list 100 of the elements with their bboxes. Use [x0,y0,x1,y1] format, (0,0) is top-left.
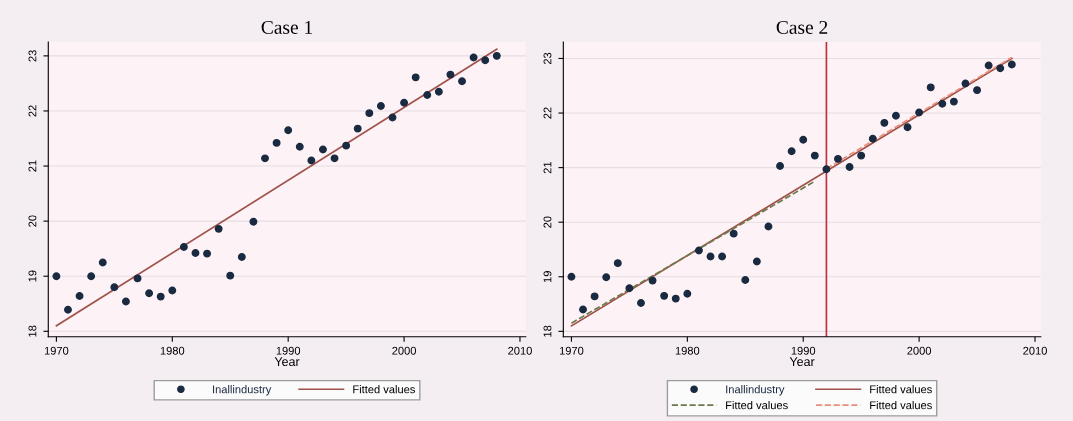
point [353,124,362,133]
point [481,56,490,65]
y-tick-label: 23 [543,52,552,65]
y-tick-label: 22 [543,107,552,119]
x-axis-title: Year [789,357,815,367]
point [469,53,478,62]
point [319,145,327,154]
y-tick-label: 18 [543,325,552,337]
point [191,249,200,258]
point [52,272,61,281]
y-tick-label: 19 [28,270,37,282]
y-tick-label: 21 [543,161,552,174]
point [365,109,374,118]
legend-label: Fitted values [870,401,932,410]
y-tick-label: 23 [28,50,37,62]
x-tick-label: 1970 [44,346,69,355]
point [996,64,1005,73]
point [261,154,269,163]
point [671,294,680,303]
point [272,138,281,147]
text: Inallindustry [213,385,272,396]
point [926,83,935,92]
point [637,299,645,307]
point [845,163,854,172]
point [729,229,738,238]
point [446,70,455,79]
point [203,249,212,258]
point [98,258,107,267]
point [423,91,432,99]
point [411,73,420,82]
legend-label: Fitted values [726,401,788,410]
y-tick-label: 18 [28,325,37,337]
point [915,108,924,117]
point [706,252,715,261]
point [284,126,293,135]
point [237,252,246,261]
point [694,246,703,255]
x-tick-label: 2000 [907,346,932,355]
point [764,222,773,231]
point [75,292,84,300]
point [799,135,808,144]
point [434,87,443,96]
point [602,273,611,282]
point [400,98,409,107]
x-tick-label: 1980 [160,346,185,355]
point [214,224,223,233]
point [683,289,692,298]
text: Inallindustry [726,385,785,396]
point [1007,60,1016,69]
point [87,272,96,281]
x-tick-label: 1980 [675,346,700,355]
x-tick-label: 2010 [1023,346,1047,355]
point [903,123,912,132]
y-tick-label: 22 [28,105,37,117]
point [880,118,889,127]
legend-label: Fitted values [353,385,415,394]
x-tick-label: 1970 [559,346,584,355]
y-tick-label: 20 [543,216,552,228]
point [388,113,397,122]
point [249,217,258,226]
point [718,252,727,261]
point [857,151,866,160]
point [295,142,304,151]
legend-label: Fitted values [870,385,932,394]
point [121,297,130,306]
point [776,162,784,170]
point [226,271,235,280]
point [938,99,947,108]
y-tick-label: 20 [28,215,37,227]
point [376,102,385,110]
point [307,156,316,165]
point [145,289,154,298]
point [579,305,587,314]
point [834,154,842,163]
point [590,292,599,301]
point [168,286,177,295]
point [64,305,72,314]
point [822,165,831,174]
chart-title: Case 2 [776,20,828,34]
point [613,259,622,268]
point [458,77,466,86]
point [891,111,900,120]
y-tick-label: 19 [543,271,552,283]
x-tick-label: 2010 [508,346,532,355]
point [660,291,669,300]
point [741,276,750,284]
point [133,274,142,283]
x-tick-label: 1990 [791,346,816,355]
chart-title: Case 1 [261,20,313,34]
point [984,61,993,70]
point [342,141,351,150]
point [567,272,576,281]
point [949,97,958,106]
x-axis-title: Year [274,357,300,367]
point [810,151,819,160]
point [156,292,165,301]
point [787,147,796,156]
point [973,86,982,95]
point [330,154,339,163]
point [961,79,970,88]
